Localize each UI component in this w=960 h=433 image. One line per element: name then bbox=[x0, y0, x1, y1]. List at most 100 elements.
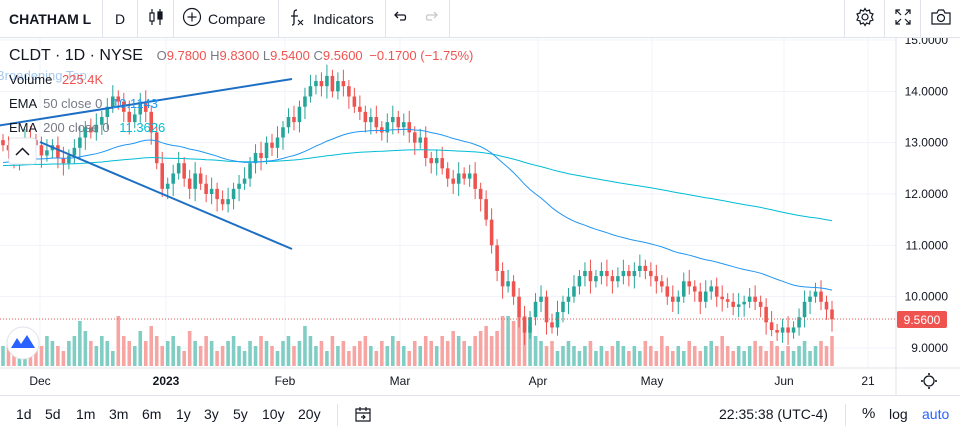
goto-date-button[interactable] bbox=[353, 405, 373, 426]
price-chart[interactable]: 15.0000 14.0000 13.0000 12.0000 11.0000 10.00… bbox=[0, 38, 960, 395]
percent-scale-toggle[interactable]: % bbox=[862, 405, 876, 422]
auto-scale-toggle[interactable]: auto bbox=[922, 406, 950, 422]
volume-bar bbox=[753, 341, 757, 366]
indicators-button[interactable]: Indicators bbox=[279, 0, 386, 38]
compare-button[interactable]: Compare bbox=[174, 0, 279, 38]
collapse-legend-button[interactable] bbox=[8, 137, 37, 165]
volume-bar bbox=[544, 346, 549, 366]
interval-button[interactable]: D bbox=[103, 0, 138, 38]
price-tick-label: 11.0000 bbox=[906, 238, 949, 252]
pattern-legend[interactable]: Broadening Top bbox=[0, 68, 87, 83]
candle-body bbox=[231, 188, 236, 200]
candle-body bbox=[621, 271, 626, 277]
candle-body bbox=[341, 81, 346, 87]
candle-body bbox=[665, 286, 670, 297]
symbol-label: CHATHAM L bbox=[9, 10, 92, 27]
candle-body bbox=[237, 183, 241, 189]
range-10y-button[interactable]: 10y bbox=[262, 406, 285, 422]
range-3y-button[interactable]: 3y bbox=[204, 406, 219, 422]
snapshot-button[interactable] bbox=[920, 0, 960, 38]
ema50-legend[interactable]: EMA 50 close 0 10.1143 bbox=[9, 96, 158, 111]
price-axis[interactable]: 15.0000 14.0000 13.0000 12.0000 11.0000 10.00… bbox=[905, 38, 949, 355]
candle-body bbox=[132, 114, 137, 123]
candle-body bbox=[412, 132, 417, 143]
range-5d-button[interactable]: 5d bbox=[45, 406, 61, 422]
volume-legend[interactable]: Volume 225.4K bbox=[9, 72, 103, 87]
pattern-lower-trendline bbox=[39, 141, 293, 250]
candle-body bbox=[352, 96, 357, 107]
candle-body bbox=[649, 271, 653, 277]
ema200-line bbox=[2, 149, 833, 222]
ema200-legend[interactable]: EMA 200 close 0 11.3626 bbox=[9, 120, 165, 135]
volume-bar bbox=[314, 346, 318, 366]
candle-body bbox=[791, 327, 796, 333]
candle-body bbox=[385, 122, 390, 133]
clock-timezone[interactable]: 22:35:38 (UTC-4) bbox=[719, 406, 828, 422]
volume-bar bbox=[369, 346, 373, 366]
volume-bar bbox=[149, 326, 154, 366]
volume-bar bbox=[94, 346, 99, 366]
fx-icon bbox=[287, 7, 307, 30]
range-3m-button[interactable]: 3m bbox=[109, 406, 129, 422]
candle-body bbox=[698, 291, 703, 302]
volume-bar bbox=[725, 346, 730, 366]
volume-bar bbox=[797, 346, 801, 366]
range-5y-button[interactable]: 5y bbox=[233, 406, 248, 422]
candle-body bbox=[445, 168, 450, 179]
fullscreen-button[interactable] bbox=[884, 0, 920, 38]
candle-body bbox=[813, 291, 818, 297]
log-scale-toggle[interactable]: log bbox=[889, 406, 908, 422]
range-1m-button[interactable]: 1m bbox=[76, 406, 96, 422]
candle-body bbox=[725, 299, 730, 302]
candle-body bbox=[511, 281, 516, 297]
volume-bar bbox=[511, 321, 516, 366]
volume-bar bbox=[187, 331, 192, 366]
volume-bar bbox=[204, 336, 208, 366]
volume-bar bbox=[198, 346, 203, 366]
candle-body bbox=[484, 199, 488, 220]
redo-button[interactable] bbox=[414, 0, 450, 38]
time-axis-settings-button[interactable] bbox=[921, 373, 937, 389]
candle-body bbox=[226, 199, 230, 205]
settings-button[interactable] bbox=[844, 0, 884, 38]
volume-bar bbox=[605, 351, 609, 366]
open-key: O bbox=[156, 48, 167, 63]
volume-bar bbox=[418, 346, 423, 366]
volume-bar bbox=[270, 346, 274, 366]
volume-bar bbox=[61, 351, 66, 366]
candle-body bbox=[336, 81, 340, 92]
undo-button[interactable] bbox=[386, 0, 414, 38]
candle-body bbox=[456, 173, 461, 184]
time-tick-label: Mar bbox=[390, 374, 411, 388]
candle-body bbox=[292, 117, 296, 123]
candle-body bbox=[242, 178, 247, 184]
time-tick-label: Dec bbox=[29, 374, 50, 388]
chart-type-button[interactable] bbox=[138, 0, 174, 38]
volume-bar bbox=[412, 341, 417, 366]
candle-body bbox=[605, 271, 609, 277]
volume-bar bbox=[347, 351, 351, 366]
chevron-up-icon bbox=[15, 147, 30, 156]
volume-bar bbox=[72, 336, 77, 366]
candle-body bbox=[594, 276, 598, 282]
candle-body bbox=[522, 317, 527, 333]
range-6m-button[interactable]: 6m bbox=[142, 406, 162, 422]
candle-body bbox=[209, 188, 214, 194]
range-20y-button[interactable]: 20y bbox=[298, 406, 321, 422]
volume-bar bbox=[769, 341, 774, 366]
candle-body bbox=[660, 281, 664, 287]
candle-body bbox=[380, 127, 384, 133]
time-axis[interactable]: Dec 2023 Feb Mar Apr May Jun 21 bbox=[29, 374, 875, 388]
range-1d-button[interactable]: 1d bbox=[16, 406, 32, 422]
fullscreen-icon bbox=[894, 8, 912, 31]
candle-body bbox=[566, 296, 571, 302]
range-1y-button[interactable]: 1y bbox=[176, 406, 191, 422]
candle-body bbox=[56, 145, 60, 159]
tradingview-logo-button[interactable] bbox=[6, 326, 40, 360]
candle-body bbox=[808, 296, 812, 302]
tradingview-logo-icon bbox=[11, 335, 35, 348]
symbol-search-button[interactable]: CHATHAM L bbox=[0, 0, 103, 38]
volume-bar bbox=[588, 341, 593, 366]
volume-bar bbox=[791, 351, 796, 366]
volume-bar bbox=[643, 341, 648, 366]
